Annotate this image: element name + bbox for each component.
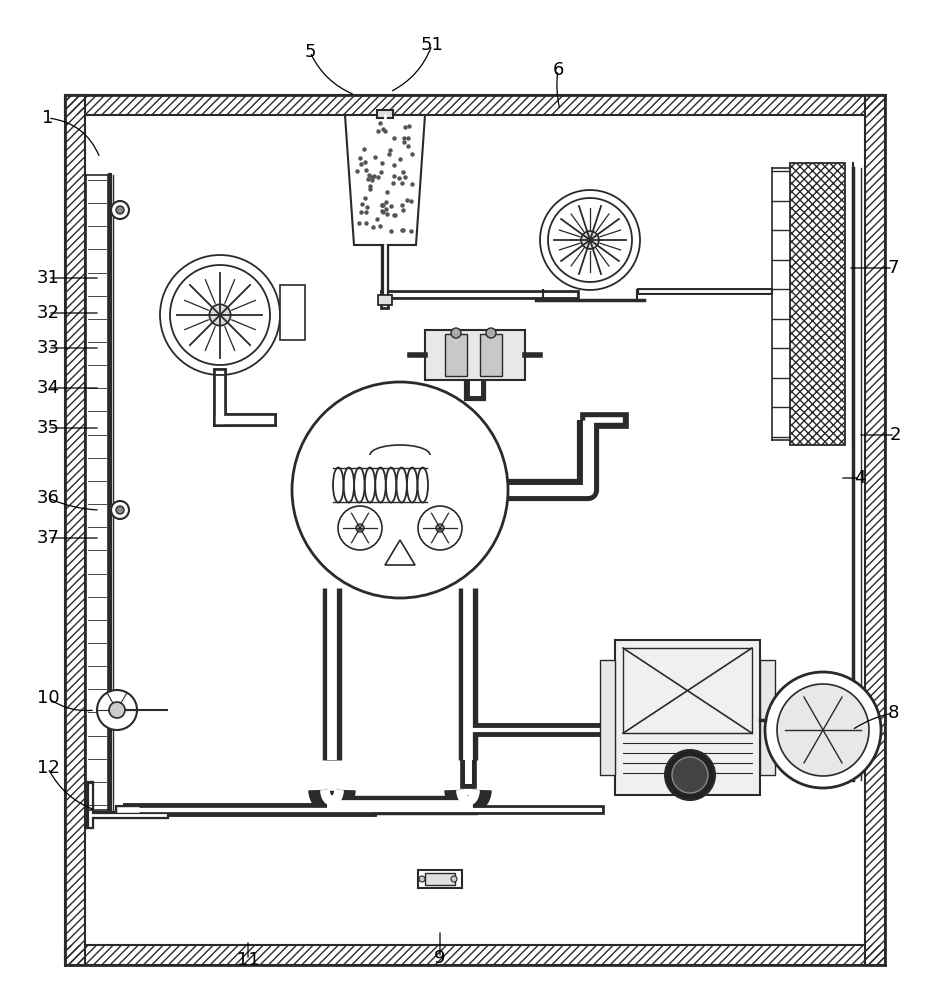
Bar bbox=[615, 640, 760, 795]
Circle shape bbox=[97, 690, 137, 730]
Bar bbox=[445, 334, 467, 376]
Circle shape bbox=[111, 201, 129, 219]
Circle shape bbox=[436, 524, 444, 532]
Circle shape bbox=[672, 757, 708, 793]
Circle shape bbox=[548, 198, 632, 282]
Bar bbox=[378, 295, 392, 305]
Circle shape bbox=[451, 876, 457, 882]
Bar bbox=[65, 945, 885, 965]
Circle shape bbox=[210, 304, 231, 326]
Circle shape bbox=[486, 328, 496, 338]
Bar bbox=[65, 945, 885, 965]
Circle shape bbox=[170, 265, 270, 365]
Circle shape bbox=[292, 382, 508, 598]
Text: 1: 1 bbox=[42, 109, 54, 127]
Circle shape bbox=[451, 328, 461, 338]
Polygon shape bbox=[345, 115, 425, 245]
Bar bbox=[623, 648, 752, 733]
Text: 12: 12 bbox=[37, 759, 59, 777]
Text: 32: 32 bbox=[37, 304, 59, 322]
Text: 35: 35 bbox=[37, 419, 59, 437]
Circle shape bbox=[109, 702, 125, 718]
Circle shape bbox=[111, 501, 129, 519]
Bar bbox=[65, 95, 85, 965]
Text: 34: 34 bbox=[37, 379, 59, 397]
Bar bbox=[280, 285, 305, 340]
Bar bbox=[425, 330, 525, 380]
Circle shape bbox=[338, 506, 382, 550]
Circle shape bbox=[356, 524, 364, 532]
Circle shape bbox=[765, 672, 881, 788]
Bar bbox=[600, 660, 615, 775]
Text: 6: 6 bbox=[552, 61, 564, 79]
Text: 37: 37 bbox=[37, 529, 59, 547]
Bar bbox=[480, 334, 502, 376]
Circle shape bbox=[582, 231, 598, 249]
Text: 8: 8 bbox=[887, 704, 899, 722]
Circle shape bbox=[419, 876, 425, 882]
Circle shape bbox=[665, 750, 715, 800]
Bar bbox=[65, 95, 885, 115]
Circle shape bbox=[116, 206, 124, 214]
Bar bbox=[418, 870, 462, 888]
Text: 51: 51 bbox=[421, 36, 443, 54]
Bar bbox=[65, 95, 85, 965]
Circle shape bbox=[418, 506, 462, 550]
Bar bbox=[790, 163, 845, 445]
Polygon shape bbox=[385, 540, 415, 565]
Text: 4: 4 bbox=[854, 469, 866, 487]
Bar bbox=[85, 115, 865, 945]
Text: 2: 2 bbox=[889, 426, 901, 444]
Text: 33: 33 bbox=[37, 339, 59, 357]
Text: 31: 31 bbox=[37, 269, 59, 287]
Bar bbox=[377, 110, 393, 118]
Bar bbox=[65, 95, 885, 115]
Bar bbox=[425, 873, 455, 885]
Circle shape bbox=[777, 684, 869, 776]
Bar bbox=[790, 163, 845, 445]
Bar bbox=[865, 95, 885, 965]
Text: 11: 11 bbox=[236, 951, 260, 969]
Text: 9: 9 bbox=[434, 949, 446, 967]
Bar bbox=[760, 660, 775, 775]
Text: 10: 10 bbox=[37, 689, 59, 707]
Text: 36: 36 bbox=[37, 489, 59, 507]
Circle shape bbox=[116, 506, 124, 514]
Bar bbox=[865, 95, 885, 965]
Text: 5: 5 bbox=[304, 43, 316, 61]
Text: 7: 7 bbox=[887, 259, 899, 277]
